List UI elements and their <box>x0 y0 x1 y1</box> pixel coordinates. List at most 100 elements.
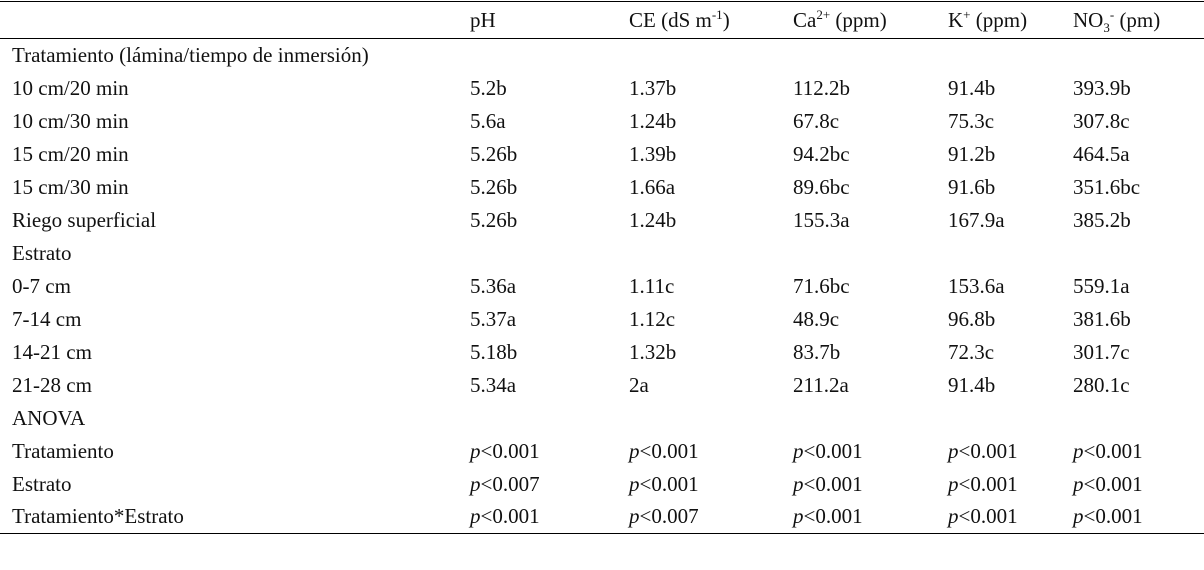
header-cell: CE (dS m-1) <box>629 2 793 39</box>
p-symbol: p <box>948 471 959 496</box>
cell: 72.3c <box>948 339 995 364</box>
cell: 5.26b <box>470 174 518 199</box>
cell: 75.3c <box>948 108 995 133</box>
cell: 5.34a <box>470 372 517 397</box>
header-cell: pH <box>470 2 629 39</box>
table-row: 0-7 cm 5.36a 1.11c 71.6bc 153.6a 559.1a <box>0 270 1204 303</box>
header-text: (ppm) <box>830 7 887 32</box>
cell: 1.24b <box>629 108 677 133</box>
p-value: <0.001 <box>639 471 699 496</box>
superscript: 2+ <box>816 6 831 22</box>
p-value: <0.007 <box>480 471 540 496</box>
cell: 96.8b <box>948 306 996 331</box>
table-row: 10 cm/30 min 5.6a 1.24b 67.8c 75.3c 307.8c <box>0 105 1204 138</box>
cell: 94.2bc <box>793 141 850 166</box>
row-label: Estrato <box>12 471 72 496</box>
table-row: 10 cm/20 min 5.2b 1.37b 112.2b 91.4b 393.9b <box>0 72 1204 105</box>
cell: 91.2b <box>948 141 996 166</box>
table-row: 21-28 cm 5.34a 2a 211.2a 91.4b 280.1c <box>0 369 1204 402</box>
cell: p<0.001 <box>793 468 948 501</box>
cell: 71.6bc <box>793 273 850 298</box>
p-value: <0.001 <box>1083 471 1143 496</box>
row-label: 15 cm/30 min <box>12 174 129 199</box>
cell: 385.2b <box>1073 207 1131 232</box>
cell: p<0.001 <box>629 468 793 501</box>
p-value: <0.001 <box>1083 438 1143 463</box>
cell: p<0.001 <box>470 501 629 534</box>
cell: 559.1a <box>1073 273 1130 298</box>
superscript: - <box>1109 6 1115 22</box>
cell: 1.11c <box>629 273 675 298</box>
cell: p<0.001 <box>1073 435 1204 468</box>
cell: 351.6bc <box>1073 174 1141 199</box>
cell: p<0.001 <box>948 435 1073 468</box>
cell: 5.37a <box>470 306 517 331</box>
cell: p<0.001 <box>1073 468 1204 501</box>
cell: p<0.001 <box>793 501 948 534</box>
cell: 5.36a <box>470 273 517 298</box>
row-label: Tratamiento*Estrato <box>12 504 184 529</box>
header-row: pH CE (dS m-1) Ca2+ (ppm) K+ (ppm) NO3- (pm) <box>0 1 1204 39</box>
p-value: <0.001 <box>803 504 863 529</box>
p-symbol: p <box>629 438 640 463</box>
table-row: Riego superficial 5.26b 1.24b 155.3a 167.9a 3… <box>0 204 1204 237</box>
table-row: Tratamiento (lámina/tiempo de inmersión) <box>0 39 1204 72</box>
data-table: pH CE (dS m-1) Ca2+ (ppm) K+ (ppm) NO3- (pm)… <box>0 1 1204 534</box>
table-row: Estrato p<0.007 p<0.001 p<0.001 p<0.001 p<0.0… <box>0 468 1204 501</box>
table-row: ANOVA <box>0 402 1204 435</box>
table-row: Tratamiento p<0.001 p<0.001 p<0.001 p<0.001 p… <box>0 435 1204 468</box>
cell: 5.6a <box>470 108 506 133</box>
cell: p<0.001 <box>1073 501 1204 534</box>
table-row: 15 cm/20 min 5.26b 1.39b 94.2bc 91.2b 464.5a <box>0 138 1204 171</box>
row-label: 15 cm/20 min <box>12 141 129 166</box>
cell: p<0.001 <box>948 468 1073 501</box>
cell: 211.2a <box>793 372 849 397</box>
row-label: Riego superficial <box>12 207 157 232</box>
cell: 2a <box>629 372 649 397</box>
cell: 155.3a <box>793 207 850 232</box>
cell: 1.24b <box>629 207 677 232</box>
p-symbol: p <box>470 438 481 463</box>
p-value: <0.001 <box>803 471 863 496</box>
cell: 1.66a <box>629 174 676 199</box>
cell: 5.26b <box>470 141 518 166</box>
p-symbol: p <box>948 504 959 529</box>
row-label: 7-14 cm <box>12 306 82 331</box>
cell: 464.5a <box>1073 141 1130 166</box>
p-symbol: p <box>948 438 959 463</box>
cell: 48.9c <box>793 306 840 331</box>
cell: 393.9b <box>1073 75 1131 100</box>
cell: 83.7b <box>793 339 841 364</box>
subscript: 3 <box>1103 19 1110 35</box>
table-row: Estrato <box>0 237 1204 270</box>
header-text: Ca <box>793 7 817 32</box>
p-symbol: p <box>470 471 481 496</box>
cell: 153.6a <box>948 273 1005 298</box>
cell: 307.8c <box>1073 108 1130 133</box>
cell: 5.2b <box>470 75 507 100</box>
table-row: Tratamiento*Estrato p<0.001 p<0.007 p<0.001… <box>0 501 1204 534</box>
header-text: pH <box>470 7 496 32</box>
p-value: <0.001 <box>958 438 1018 463</box>
table-body: Tratamiento (lámina/tiempo de inmersión)… <box>0 39 1204 534</box>
cell: p<0.001 <box>629 435 793 468</box>
section-label: Tratamiento (lámina/tiempo de inmersión) <box>12 42 369 67</box>
p-symbol: p <box>1073 438 1084 463</box>
cell: 381.6b <box>1073 306 1131 331</box>
header-blank <box>0 2 470 39</box>
p-symbol: p <box>793 471 804 496</box>
header-text: (pm) <box>1114 7 1161 32</box>
p-symbol: p <box>629 504 640 529</box>
p-value: <0.001 <box>958 471 1018 496</box>
table-row: 15 cm/30 min 5.26b 1.66a 89.6bc 91.6b 351.6bc <box>0 171 1204 204</box>
cell: p<0.007 <box>629 501 793 534</box>
cell: 1.39b <box>629 141 677 166</box>
section-label: Estrato <box>12 240 72 265</box>
cell: 1.12c <box>629 306 676 331</box>
header-text: ) <box>722 7 730 32</box>
table-row: 14-21 cm 5.18b 1.32b 83.7b 72.3c 301.7c <box>0 336 1204 369</box>
superscript: + <box>963 6 971 22</box>
header-cell: NO3- (pm) <box>1073 2 1204 39</box>
cell: 167.9a <box>948 207 1005 232</box>
